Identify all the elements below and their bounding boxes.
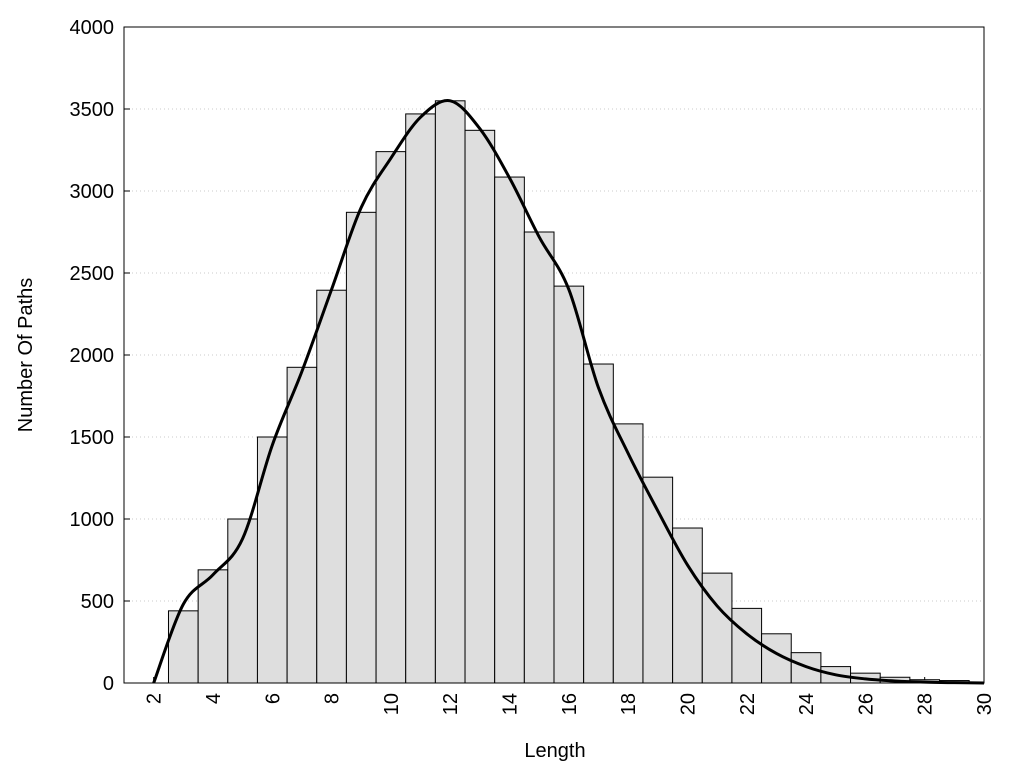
x-tick-label: 18 [618,693,640,715]
x-tick-label: 30 [974,693,996,715]
y-tick-label: 0 [103,673,114,695]
y-tick-label: 1500 [70,427,115,449]
bar [494,176,525,684]
y-tick-label: 1000 [70,509,115,531]
bar [375,151,407,684]
x-tick-label: 22 [737,693,759,715]
x-tick-label: 10 [381,693,403,715]
y-tick-label: 500 [81,591,114,613]
bar [434,100,466,684]
x-tick-label: 20 [677,693,699,715]
y-tick-label: 4000 [70,17,115,39]
x-tick-label: 6 [262,693,284,704]
x-tick-label: 24 [796,693,818,715]
bar [167,610,199,684]
bar [316,289,347,684]
bar [701,572,733,684]
x-tick-label: 12 [440,693,462,715]
bar [197,569,229,684]
bar [345,211,377,684]
bar [731,607,763,684]
x-tick-label: 16 [559,693,581,715]
bar [464,129,496,684]
y-tick-label: 3000 [70,181,115,203]
bar [612,423,644,684]
x-tick-label: 28 [915,693,937,715]
bar [523,231,555,684]
x-axis-title: Length [524,740,585,762]
bar [286,366,318,684]
y-tick-label: 3500 [70,99,115,121]
y-tick-label: 2500 [70,263,115,285]
x-tick-label: 4 [203,693,225,704]
x-tick-label: 8 [322,693,344,704]
bar [553,285,585,684]
y-tick-label: 2000 [70,345,115,367]
bar [672,527,703,684]
x-tick-label: 26 [855,693,877,715]
x-tick-label: 2 [144,693,166,704]
bar [405,113,436,684]
plot-frame [123,26,985,684]
density-curve [152,99,985,685]
bar [227,518,258,684]
x-tick-label: 14 [500,693,522,715]
y-axis-title: Number Of Paths [15,278,37,433]
